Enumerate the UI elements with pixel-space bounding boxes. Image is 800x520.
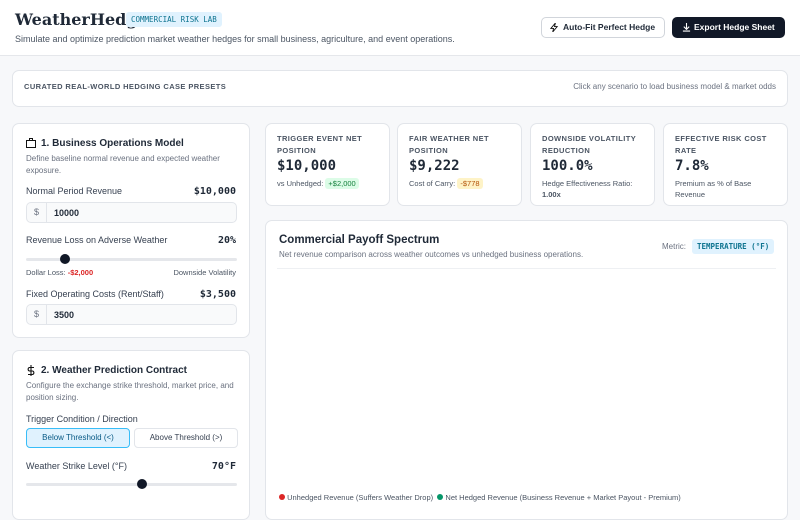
note-right: Downside Volatility — [173, 268, 236, 277]
metric-label: Metric: — [662, 242, 686, 251]
toggle-below[interactable]: Below Threshold (<) — [26, 428, 130, 448]
header: WeatherHedge COMMERCIAL RISK LAB Simulat… — [0, 0, 800, 56]
field-value: 20% — [217, 235, 236, 246]
note-text: Cost of Carry: — [409, 179, 456, 188]
field-label: Normal Period Revenue — [26, 186, 123, 196]
field-label: Fixed Operating Costs (Rent/Staff) — [26, 289, 164, 299]
stat-label: EFFECTIVE RISK COST RATE — [675, 134, 767, 155]
stat-label: DOWNSIDE VOLATILITY REDUCTION — [542, 134, 636, 155]
field-label: Revenue Loss on Adverse Weather — [26, 235, 168, 245]
note-label: Dollar Loss: — [26, 268, 66, 277]
bolt-icon — [550, 23, 559, 32]
stat-card: FAIR WEATHER NET POSITION $9,222 Cost of… — [397, 123, 522, 206]
presets-title: CURATED REAL-WORLD HEDGING CASE PRESETS — [24, 82, 227, 91]
slider-thumb[interactable] — [137, 479, 147, 489]
stat-card: EFFECTIVE RISK COST RATE 7.8% Premium as… — [663, 123, 788, 206]
note-text: Hedge Effectiveness Ratio: — [542, 179, 633, 188]
chart-title: Commercial Payoff Spectrum — [279, 234, 440, 246]
stat-value: $10,000 — [277, 158, 337, 174]
export-button[interactable]: Export Hedge Sheet — [672, 17, 785, 38]
subtitle: Simulate and optimize prediction market … — [15, 34, 455, 44]
presets-hint: Click any scenario to load business mode… — [573, 82, 776, 91]
card-description: Define baseline normal revenue and expec… — [26, 154, 220, 175]
button-label: Export Hedge Sheet — [694, 22, 775, 32]
stat-note: Cost of Carry: -$778 — [409, 178, 514, 189]
divider — [277, 268, 776, 269]
dollar-icon — [27, 365, 35, 376]
business-card: 1. Business Operations Model Define base… — [12, 123, 250, 338]
stat-note: Premium as % of Base Revenue — [675, 179, 752, 199]
input-value: 3500 — [54, 310, 75, 320]
stat-card: DOWNSIDE VOLATILITY REDUCTION 100.0% Hed… — [530, 123, 655, 206]
stat-value: 7.8% — [675, 158, 709, 174]
note-badge: 1.00x — [542, 190, 561, 199]
stat-value: $9,222 — [409, 158, 460, 174]
legend: Unhedged Revenue (Suffers Weather Drop) … — [279, 493, 681, 502]
costs-input[interactable]: $3500 — [26, 304, 237, 325]
revenue-input[interactable]: $10000 — [26, 202, 237, 223]
badge: COMMERCIAL RISK LAB — [126, 12, 222, 27]
note-badge: +$2,000 — [325, 178, 359, 189]
contract-card: 2. Weather Prediction Contract Configure… — [12, 350, 250, 520]
stat-note: vs Unhedged: +$2,000 — [277, 178, 382, 189]
legend-label: Unhedged Revenue (Suffers Weather Drop) — [287, 493, 434, 502]
strike-slider[interactable] — [26, 479, 237, 489]
field-value: 70°F — [211, 461, 236, 472]
metric-badge: TEMPERATURE (°F) — [692, 239, 775, 254]
field-value: $10,000 — [193, 186, 236, 197]
slider-thumb[interactable] — [60, 254, 70, 264]
loss-slider[interactable] — [26, 254, 237, 264]
card-title: 1. Business Operations Model — [41, 138, 184, 149]
button-label: Auto-Fit Perfect Hedge — [563, 22, 656, 32]
briefcase-icon — [26, 138, 36, 148]
stat-value: 100.0% — [542, 158, 593, 174]
note-text: vs Unhedged: — [277, 179, 324, 188]
chart-card: Commercial Payoff Spectrum Net revenue c… — [265, 220, 788, 520]
stat-note: Hedge Effectiveness Ratio: 1.00x — [542, 178, 647, 200]
legend-dot — [437, 494, 444, 500]
card-description: Configure the exchange strike threshold,… — [26, 381, 234, 402]
legend-dot — [279, 494, 285, 500]
note-value: -$2,000 — [67, 268, 94, 277]
input-prefix: $ — [27, 305, 47, 324]
stat-label: TRIGGER EVENT NET POSITION — [277, 134, 363, 155]
stat-card: TRIGGER EVENT NET POSITION $10,000 vs Un… — [265, 123, 390, 206]
input-prefix: $ — [27, 203, 47, 222]
input-value: 10000 — [54, 208, 80, 218]
app-title: WeatherHedge — [15, 10, 148, 29]
toggle-above[interactable]: Above Threshold (>) — [134, 428, 238, 448]
dollar-loss: Dollar Loss: -$2,000 — [26, 268, 93, 277]
field-label: Trigger Condition / Direction — [26, 414, 138, 424]
card-title: 2. Weather Prediction Contract — [41, 365, 187, 376]
field-value: $3,500 — [199, 289, 236, 300]
stat-label: FAIR WEATHER NET POSITION — [409, 134, 490, 155]
chart-subtitle: Net revenue comparison across weather ou… — [279, 250, 584, 259]
auto-fit-button[interactable]: Auto-Fit Perfect Hedge — [541, 17, 665, 38]
field-label: Weather Strike Level (°F) — [26, 461, 127, 471]
legend-label: Net Hedged Revenue (Business Revenue + M… — [445, 493, 681, 502]
download-icon — [682, 23, 691, 32]
note-badge: -$778 — [457, 178, 483, 189]
presets-panel[interactable]: CURATED REAL-WORLD HEDGING CASE PRESETS … — [12, 70, 788, 107]
